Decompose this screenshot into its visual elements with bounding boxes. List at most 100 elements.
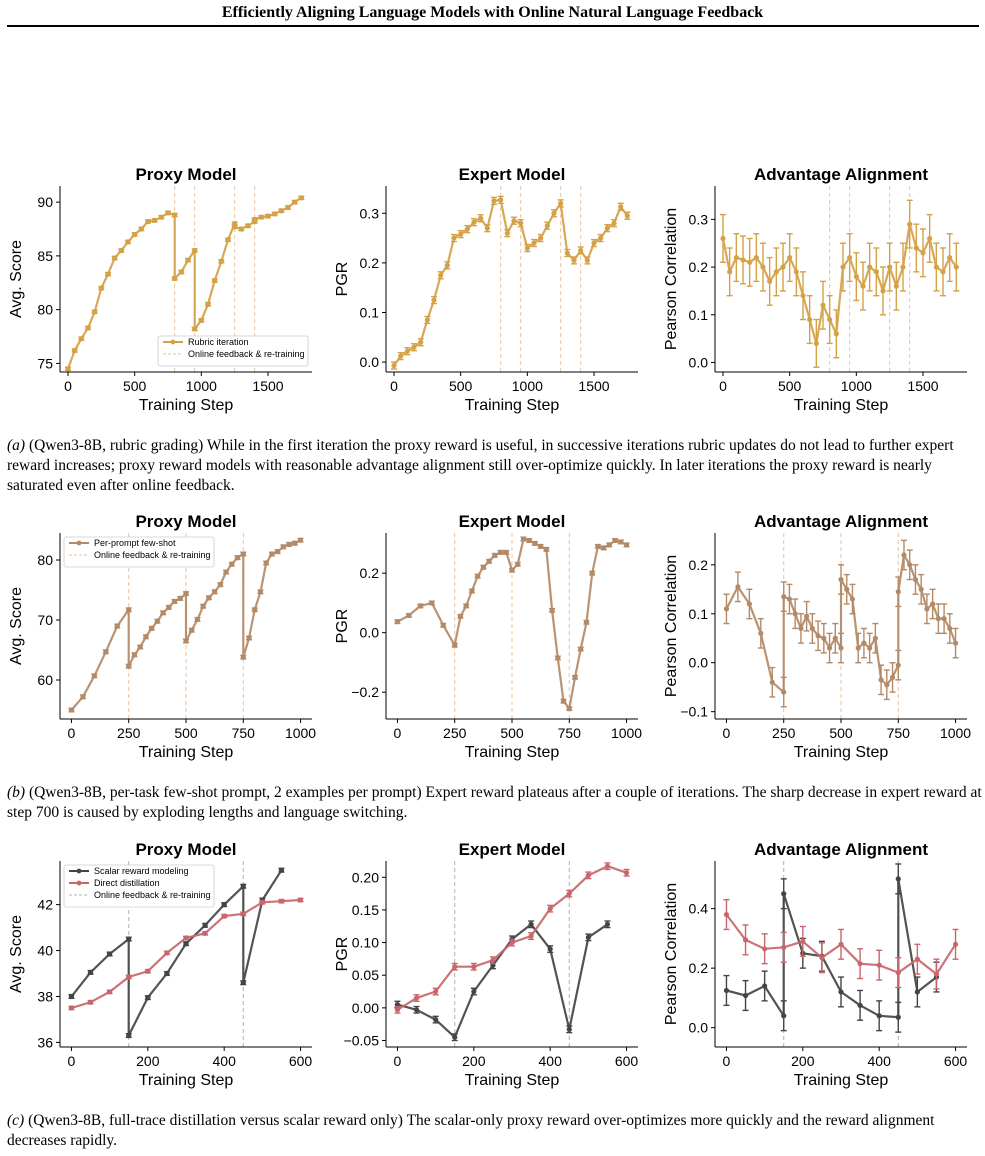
data-point bbox=[458, 231, 464, 237]
chart-title: Advantage Alignment bbox=[754, 840, 928, 859]
data-point bbox=[953, 264, 959, 270]
legend-label: Online feedback & re-training bbox=[94, 890, 211, 900]
data-point bbox=[464, 226, 470, 232]
data-point bbox=[547, 946, 553, 952]
data-point bbox=[240, 654, 246, 660]
data-point bbox=[813, 340, 819, 346]
data-point bbox=[606, 542, 612, 548]
data-point bbox=[275, 549, 281, 555]
data-point bbox=[515, 561, 521, 567]
data-point bbox=[451, 235, 457, 241]
y-tick-label: 36 bbox=[37, 1034, 53, 1050]
data-point bbox=[457, 613, 464, 619]
data-point bbox=[800, 293, 806, 299]
data-point bbox=[781, 594, 787, 600]
legend-label: Online feedback & re-training bbox=[94, 550, 211, 560]
data-point bbox=[406, 612, 412, 619]
data-point bbox=[887, 264, 893, 270]
data-point bbox=[920, 250, 926, 256]
y-axis-label: Pearson Correlation bbox=[663, 208, 680, 350]
y-tick-label: 0.0 bbox=[360, 354, 380, 370]
data-point bbox=[492, 552, 498, 558]
chart-a-expert-model: Expert Model 0 500 1000 1500 0.0 0.1 0.2 0.3 Trai… bbox=[334, 165, 638, 414]
data-point bbox=[269, 551, 275, 557]
data-point bbox=[205, 301, 211, 307]
data-point bbox=[578, 646, 584, 652]
y-tick-label: 40 bbox=[37, 943, 53, 959]
series-line bbox=[393, 198, 629, 367]
data-point bbox=[484, 225, 490, 231]
x-axis-label: Training Step bbox=[465, 1072, 560, 1089]
data-point bbox=[760, 264, 766, 270]
x-axis-label: Training Step bbox=[794, 1072, 889, 1089]
data-point bbox=[418, 339, 424, 345]
data-point bbox=[152, 217, 158, 224]
data-point bbox=[935, 616, 941, 622]
data-point bbox=[918, 586, 924, 592]
caption-b-text: (Qwen3-8B, per-task few-shot prompt, 2 e… bbox=[7, 784, 982, 821]
data-point bbox=[566, 1026, 572, 1032]
x-tick-label: 0 bbox=[723, 725, 731, 741]
data-point bbox=[584, 257, 590, 263]
y-axis-label: Avg. Score bbox=[8, 240, 25, 318]
data-point bbox=[413, 995, 420, 1001]
data-point bbox=[238, 226, 244, 232]
data-point bbox=[807, 316, 813, 323]
x-tick-label: 200 bbox=[462, 1053, 486, 1069]
data-point bbox=[767, 278, 773, 284]
data-point bbox=[91, 673, 97, 679]
data-point bbox=[585, 934, 591, 940]
data-point bbox=[833, 331, 839, 337]
x-axis-label: Training Step bbox=[465, 397, 560, 414]
data-point bbox=[68, 993, 75, 1000]
data-point bbox=[793, 269, 799, 275]
data-point bbox=[65, 366, 71, 372]
data-point bbox=[143, 634, 149, 640]
x-tick-label: 600 bbox=[944, 1053, 968, 1069]
page-title: Efficiently Aligning Language Models wit… bbox=[221, 4, 764, 21]
series-line bbox=[721, 223, 958, 345]
data-point bbox=[429, 600, 435, 606]
data-point bbox=[258, 214, 264, 220]
data-point bbox=[444, 262, 450, 268]
data-point bbox=[735, 584, 741, 590]
data-point bbox=[297, 537, 304, 543]
data-point bbox=[218, 258, 224, 264]
y-axis-label: PGR bbox=[334, 609, 351, 644]
data-point bbox=[285, 204, 291, 211]
y-tick-label: 38 bbox=[37, 988, 53, 1004]
data-point bbox=[598, 235, 604, 241]
data-point bbox=[849, 596, 856, 602]
data-point bbox=[838, 989, 844, 995]
data-point bbox=[753, 254, 759, 261]
data-point bbox=[941, 616, 947, 622]
x-tick-label: 500 bbox=[123, 378, 147, 394]
data-point bbox=[847, 254, 853, 261]
data-point bbox=[469, 588, 475, 594]
data-point bbox=[912, 576, 919, 583]
series-line bbox=[396, 537, 628, 710]
legend-box bbox=[63, 536, 215, 568]
data-point bbox=[604, 225, 610, 231]
y-tick-label: 80 bbox=[37, 302, 53, 318]
data-point bbox=[876, 962, 882, 968]
chart-title: Expert Model bbox=[459, 840, 566, 859]
data-point bbox=[952, 640, 959, 646]
y-tick-label: 0.2 bbox=[360, 565, 380, 581]
data-point bbox=[80, 694, 86, 700]
data-point bbox=[158, 214, 164, 220]
data-point bbox=[867, 645, 873, 651]
legend-box bbox=[63, 864, 215, 908]
data-point bbox=[838, 941, 844, 947]
x-tick-label: 750 bbox=[887, 725, 911, 741]
data-point bbox=[486, 558, 492, 564]
data-point bbox=[781, 891, 787, 897]
chart-c-expert-model: Expert Model 0 200 400 600 −0.05 0.00 0.05 0.10 0… bbox=[334, 840, 638, 1089]
data-point bbox=[172, 212, 178, 218]
series-0 bbox=[391, 195, 631, 370]
chart-title: Proxy Model bbox=[135, 512, 236, 531]
data-point bbox=[889, 674, 896, 680]
data-point bbox=[391, 362, 397, 369]
data-point bbox=[551, 210, 557, 216]
data-point bbox=[872, 635, 878, 641]
